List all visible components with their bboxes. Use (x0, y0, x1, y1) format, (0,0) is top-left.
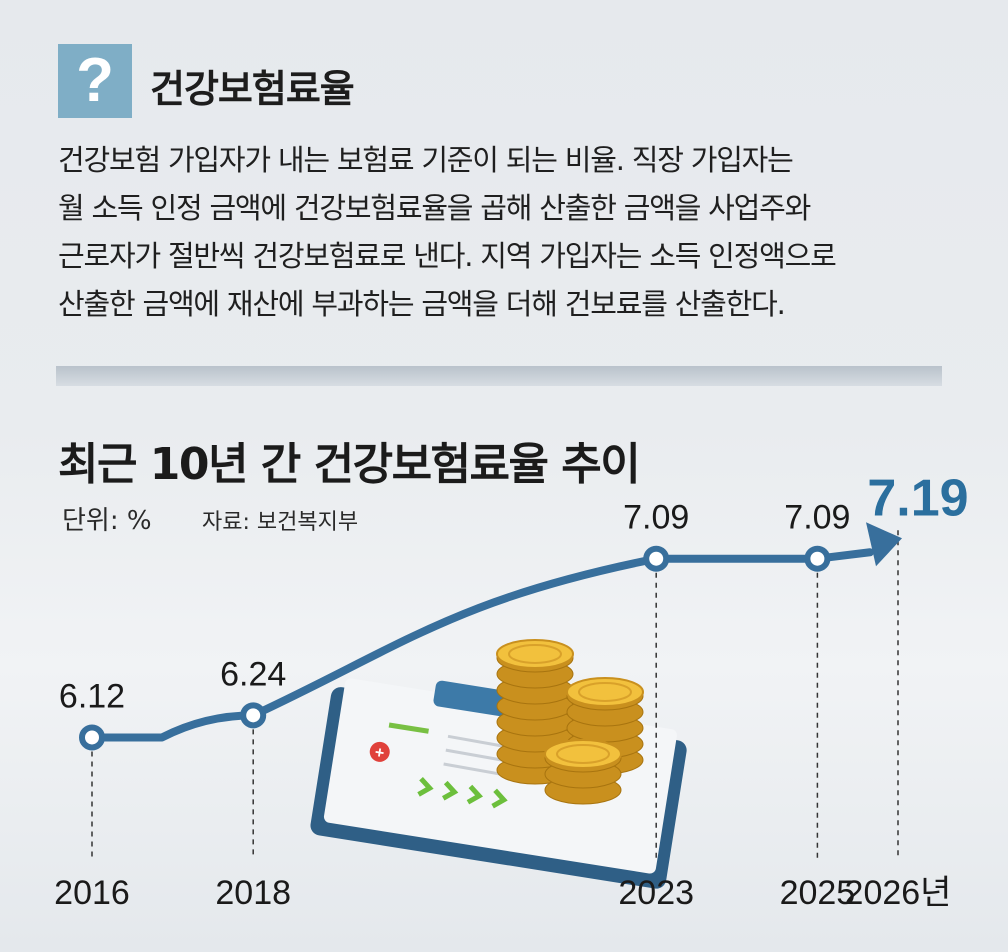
x-tick-label: 2016 (54, 874, 130, 912)
clipboard-coins-illustration: + (310, 639, 687, 889)
series-line (88, 548, 874, 742)
data-point (79, 724, 105, 751)
data-label: 7.09 (623, 499, 689, 537)
svg-text:+: + (374, 744, 386, 762)
data-label: 7.19 (867, 469, 968, 527)
section-divider (56, 366, 942, 386)
term-title: 건강보험료율 (150, 67, 355, 111)
description-line: 월 소득 인정 금액에 건강보험료율을 곱해 산출한 금액을 사업주와 (58, 191, 811, 225)
data-label: 6.12 (59, 677, 125, 715)
description-line: 건강보험 가입자가 내는 보험료 기준이 되는 비율. 직장 가입자는 (58, 143, 794, 177)
x-tick-label: 2026년 (845, 874, 952, 912)
data-label: 6.24 (220, 655, 286, 693)
chart-title: 최근 10년 간 건강보험료율 추이 (58, 439, 641, 490)
term-description: 건강보험 가입자가 내는 보험료 기준이 되는 비율. 직장 가입자는 월 소득… (58, 136, 958, 328)
arrow-head (866, 522, 902, 567)
description-line: 근로자가 절반씩 건강보험료로 낸다. 지역 가입자는 소득 인정액으로 (58, 239, 837, 273)
x-tick-label: 2023 (618, 874, 694, 912)
chart-source: 자료: 보건복지부 (202, 510, 359, 535)
chart-unit: 단위: % (62, 506, 152, 536)
data-point (804, 545, 831, 572)
data-point (240, 702, 267, 729)
description-line: 산출한 금액에 재산에 부과하는 금액을 더해 건보료를 산출한다. (58, 287, 786, 321)
data-label: 7.09 (784, 499, 850, 537)
x-tick-label: 2025 (780, 874, 856, 912)
data-point (643, 545, 670, 572)
x-tick-label: 2018 (215, 874, 291, 912)
question-mark-icon: ? (58, 44, 132, 118)
